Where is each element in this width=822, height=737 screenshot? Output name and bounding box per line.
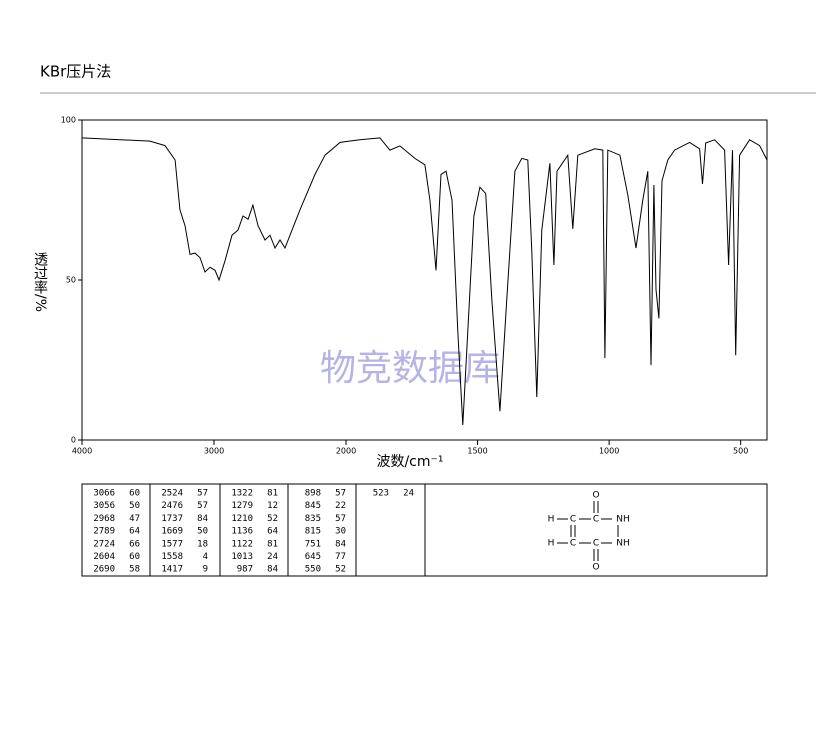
peak-transmittance: 52 [335, 565, 346, 575]
peak-transmittance: 50 [197, 527, 208, 537]
peak-transmittance: 57 [197, 489, 208, 499]
table-dividers [149, 484, 426, 576]
peak-wavenumber: 1577 [161, 539, 183, 549]
peak-transmittance: 22 [335, 501, 346, 511]
peak-transmittance: 57 [197, 501, 208, 511]
peak-wavenumber: 2524 [161, 489, 183, 499]
peak-transmittance: 84 [197, 514, 208, 524]
peak-wavenumber: 835 [305, 514, 321, 524]
peak-wavenumber: 2724 [93, 539, 115, 549]
peak-wavenumber: 1558 [161, 552, 183, 562]
peak-transmittance: 24 [267, 552, 278, 562]
peak-transmittance: 50 [129, 501, 140, 511]
peak-wavenumber: 1013 [231, 552, 253, 562]
peak-wavenumber: 645 [305, 552, 321, 562]
peak-wavenumber: 751 [305, 539, 321, 549]
peak-wavenumber: 1737 [161, 514, 183, 524]
plot-frame [81, 119, 768, 441]
x-tick-label: 3000 [204, 447, 224, 456]
peak-wavenumber: 898 [305, 489, 321, 499]
peak-transmittance: 4 [203, 552, 208, 562]
atom-label: NH [616, 539, 630, 549]
peak-transmittance: 58 [129, 565, 140, 575]
y-tick-label: 50 [66, 276, 76, 285]
peak-wavenumber: 1322 [231, 489, 253, 499]
peak-wavenumber: 2604 [93, 552, 115, 562]
peak-transmittance: 64 [267, 527, 278, 537]
peak-transmittance: 57 [335, 489, 346, 499]
x-tick-label: 2000 [336, 447, 356, 456]
atom-label: C [593, 515, 599, 525]
peak-wavenumber: 2476 [161, 501, 183, 511]
peak-transmittance: 64 [129, 527, 140, 537]
peak-transmittance: 81 [267, 539, 278, 549]
peak-transmittance: 60 [129, 552, 140, 562]
x-tick-label: 1500 [467, 447, 487, 456]
peak-wavenumber: 845 [305, 501, 321, 511]
atom-label: C [570, 515, 576, 525]
peak-transmittance: 66 [129, 539, 140, 549]
peak-wavenumber: 550 [305, 565, 321, 575]
peak-transmittance: 24 [403, 489, 414, 499]
peak-transmittance: 84 [267, 565, 278, 575]
x-tick-label: 1000 [599, 447, 619, 456]
peak-transmittance: 47 [129, 514, 140, 524]
y-axis-label: 透过率/% [32, 252, 48, 312]
peak-wavenumber: 987 [237, 565, 253, 575]
peak-transmittance: 77 [335, 552, 346, 562]
peak-transmittance: 30 [335, 527, 346, 537]
x-tick-label: 4000 [72, 447, 92, 456]
peak-transmittance: 9 [203, 565, 208, 575]
peak-wavenumber: 1136 [231, 527, 253, 537]
peak-wavenumber: 1669 [161, 527, 183, 537]
spectrum-line [81, 137, 768, 426]
y-tick-label: 0 [71, 436, 76, 445]
peak-wavenumber: 1210 [231, 514, 253, 524]
peak-wavenumber: 2690 [93, 565, 115, 575]
y-tick-label: 100 [61, 116, 76, 125]
page-title: KBr压片法 [40, 63, 111, 81]
peak-transmittance: 84 [335, 539, 346, 549]
structure-bonds [557, 501, 619, 561]
peak-transmittance: 18 [197, 539, 208, 549]
atom-label: H [548, 539, 555, 549]
peak-wavenumber: 1122 [231, 539, 253, 549]
peak-wavenumber: 1279 [231, 501, 253, 511]
peak-transmittance: 57 [335, 514, 346, 524]
watermark: 物竞数据库 [320, 348, 500, 389]
peak-wavenumber: 815 [305, 527, 321, 537]
atom-label: NH [616, 515, 630, 525]
peak-wavenumber: 523 [373, 489, 389, 499]
peak-transmittance: 12 [267, 501, 278, 511]
atom-label: C [570, 539, 576, 549]
atom-label: C [593, 539, 599, 549]
peak-wavenumber: 1417 [161, 565, 183, 575]
peak-wavenumber: 2968 [93, 514, 115, 524]
x-axis-label: 波数/cm⁻¹ [376, 454, 443, 470]
peak-wavenumber: 3056 [93, 501, 115, 511]
peak-wavenumber: 3066 [93, 489, 115, 499]
peak-transmittance: 81 [267, 489, 278, 499]
atom-label: O [592, 563, 599, 573]
atom-label: H [548, 515, 555, 525]
atom-label: O [592, 491, 599, 501]
peak-transmittance: 52 [267, 514, 278, 524]
peak-wavenumber: 2789 [93, 527, 115, 537]
peak-transmittance: 60 [129, 489, 140, 499]
x-tick-label: 500 [733, 447, 748, 456]
